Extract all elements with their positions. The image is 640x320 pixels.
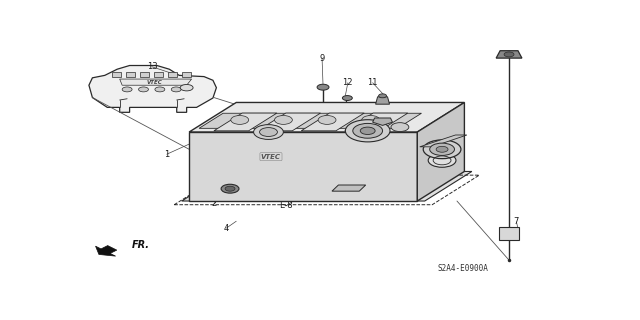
Polygon shape: [182, 72, 191, 76]
Polygon shape: [168, 72, 177, 76]
Circle shape: [180, 84, 193, 91]
Circle shape: [253, 124, 284, 140]
Polygon shape: [189, 132, 417, 201]
Polygon shape: [496, 51, 522, 58]
Text: 10: 10: [318, 183, 328, 192]
Polygon shape: [332, 185, 365, 191]
Text: 10: 10: [382, 110, 393, 119]
Circle shape: [353, 124, 383, 138]
Text: 11: 11: [371, 192, 382, 201]
Circle shape: [260, 128, 277, 136]
Polygon shape: [372, 118, 392, 125]
Circle shape: [391, 123, 409, 132]
Polygon shape: [89, 66, 216, 112]
Text: 12: 12: [342, 78, 353, 87]
Circle shape: [155, 87, 165, 92]
Polygon shape: [140, 72, 149, 76]
Circle shape: [231, 116, 249, 124]
Text: 3: 3: [253, 132, 259, 141]
Text: 7: 7: [514, 218, 519, 227]
Text: 9: 9: [319, 54, 324, 63]
Circle shape: [346, 120, 390, 142]
Circle shape: [221, 184, 239, 193]
Circle shape: [317, 84, 329, 90]
Text: 8: 8: [353, 184, 358, 193]
Bar: [499, 227, 519, 240]
Circle shape: [362, 116, 380, 124]
Text: 4: 4: [224, 224, 229, 233]
Circle shape: [122, 87, 132, 92]
Polygon shape: [214, 113, 277, 131]
Circle shape: [318, 116, 336, 124]
Polygon shape: [154, 72, 163, 76]
Circle shape: [275, 116, 292, 124]
Polygon shape: [345, 113, 408, 131]
Circle shape: [379, 94, 387, 98]
Text: 5: 5: [435, 142, 440, 151]
Polygon shape: [112, 72, 121, 76]
Circle shape: [138, 87, 148, 92]
Text: 13: 13: [147, 62, 157, 71]
Circle shape: [360, 127, 375, 134]
Text: FR.: FR.: [132, 240, 150, 250]
Circle shape: [172, 87, 181, 92]
Polygon shape: [301, 113, 364, 131]
Polygon shape: [199, 113, 422, 128]
Polygon shape: [189, 102, 465, 132]
Polygon shape: [126, 72, 135, 76]
Polygon shape: [120, 79, 191, 85]
Circle shape: [225, 186, 235, 191]
Circle shape: [436, 146, 448, 152]
Circle shape: [429, 143, 454, 156]
Text: 1: 1: [164, 150, 170, 159]
Polygon shape: [420, 135, 467, 147]
Circle shape: [342, 96, 352, 100]
Text: 2: 2: [211, 199, 216, 208]
Polygon shape: [182, 172, 472, 201]
Circle shape: [504, 52, 514, 57]
Text: E-8: E-8: [279, 202, 292, 211]
Polygon shape: [417, 102, 465, 201]
Text: E-8: E-8: [321, 172, 335, 181]
Polygon shape: [257, 113, 321, 131]
Text: 8: 8: [385, 102, 390, 111]
Text: 11: 11: [367, 78, 378, 87]
Circle shape: [428, 154, 456, 167]
Polygon shape: [95, 245, 116, 256]
Text: S2A4-E0900A: S2A4-E0900A: [437, 264, 488, 273]
Text: 6: 6: [435, 155, 440, 164]
Circle shape: [423, 140, 461, 159]
Text: VTEC: VTEC: [261, 154, 281, 160]
Text: VTEC: VTEC: [147, 79, 163, 84]
Polygon shape: [376, 97, 390, 104]
